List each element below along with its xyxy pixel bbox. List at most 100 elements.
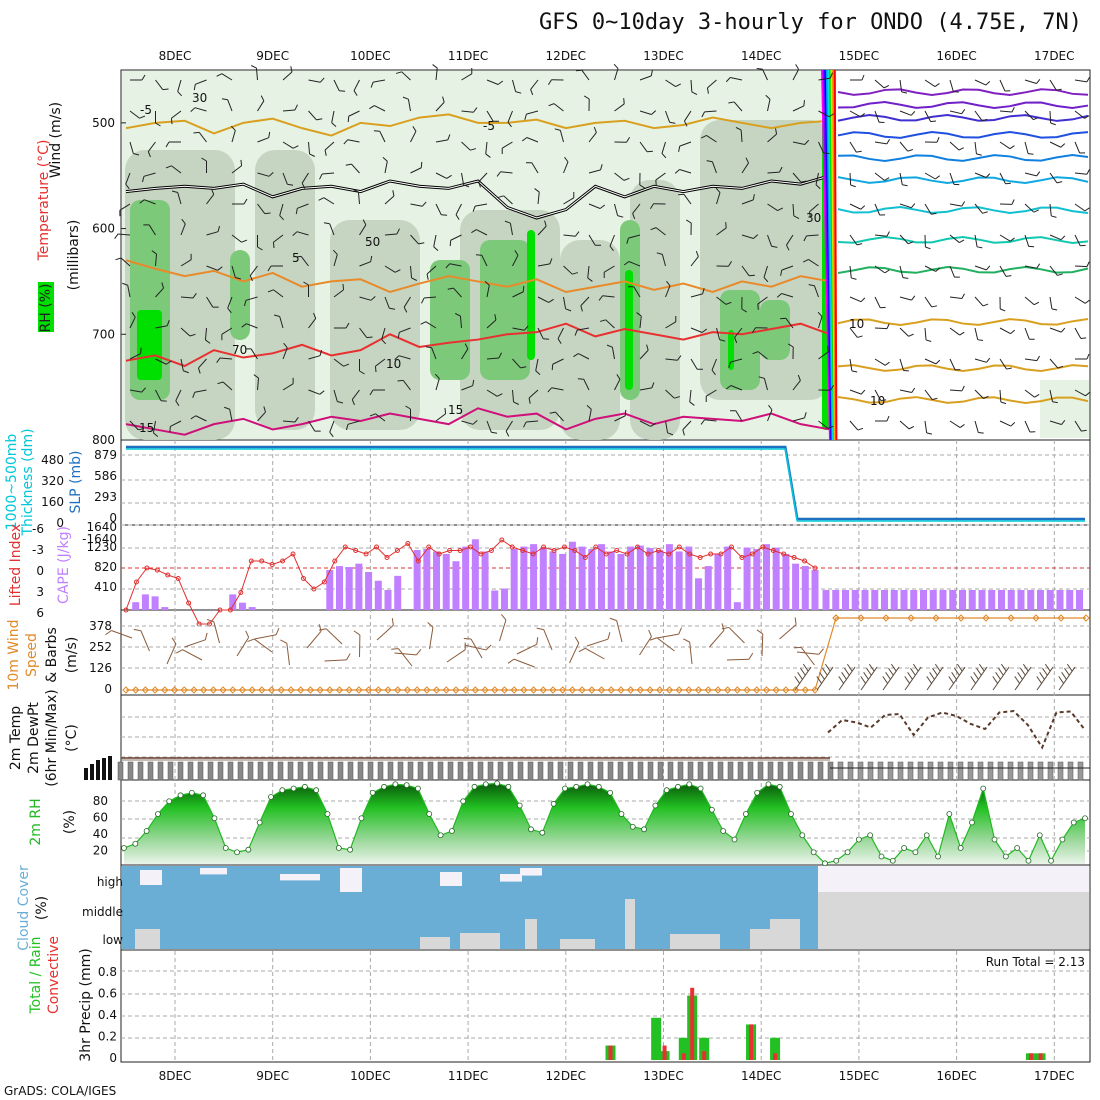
wind-speed-marker [733,686,742,694]
li-marker [509,544,515,550]
surface-wind-barb [756,629,764,657]
surface-wind-barb [586,632,611,647]
upper-wind-barb [486,352,502,360]
upper-wind-barb-right [999,296,1006,312]
upper-wind-barb [767,128,778,143]
upper-wind-barb [151,250,158,267]
wind-speed-marker [190,686,198,694]
rh2m-marker [991,836,998,843]
upper-wind-barb [576,69,590,81]
upper-wind-barb [125,172,131,190]
upper-wind-barb-right [1049,234,1066,241]
date-bottom-16DEC: 16DEC [936,1069,976,1083]
rh2m-marker [121,845,127,851]
upper-wind-barb-right [974,296,989,307]
cloud-low-bar-2 [460,933,500,949]
cape-bar [141,594,149,610]
surface-wind-barb [779,617,797,640]
rh-mid-blob-4 [560,240,620,440]
li-marker [436,551,442,557]
upper-wind-barb [534,188,540,205]
rh-high-blob-5 [720,290,760,390]
upper-wind-barb [547,387,564,393]
upper-wind-barb-right [949,201,966,207]
date-bottom-15DEC: 15DEC [839,1069,879,1083]
rh2m-marker [957,845,964,851]
ylabel-wind: Wind (m/s) [48,102,64,178]
t2m-minmax-bar [257,761,264,781]
cloud-high-gap-3 [340,868,362,892]
upper-wind-barb-right [949,385,965,392]
upper-wind-barb [461,172,470,188]
ylabel-10m-wind: 10m Wind [6,619,22,690]
rh2m-marker [403,782,410,788]
rh2m-marker [675,783,681,790]
wind-speed-marker [832,614,840,622]
rh2m-marker [889,857,896,864]
cape-bar [733,602,741,610]
surface-wind-barb [324,653,351,662]
upper-wind-barb [180,327,196,337]
date-top-17DEC: 17DEC [1034,49,1074,63]
wind-speed-marker [296,686,305,694]
cape-bar [598,544,606,610]
li-marker [614,548,620,553]
upper-wind-barb [512,325,529,331]
surface-wind-barb-strong [838,663,856,691]
upper-wind-barb [129,347,142,360]
upper-wind-barb [201,157,207,173]
t2m-minmax-bar [427,761,434,781]
t2m-minmax-bar [617,761,624,781]
t2m-minmax-bar [307,761,314,781]
wind-speed-marker [403,686,412,694]
wind-speed-marker [801,686,810,694]
ytick-thickness-160: 160 [41,495,64,509]
ytick-precip-0.2: 0.2 [98,1030,117,1044]
li-marker [300,576,306,581]
t2m-minmax-bar [277,761,284,781]
rh2m-marker [946,811,953,817]
upper-wind-barb [706,160,717,174]
wind-speed-marker [219,686,227,694]
upper-wind-barb [711,358,717,376]
surface-wind-barb-strong [926,663,944,691]
date-bottom-12DEC: 12DEC [546,1069,586,1083]
upper-wind-barb [241,323,258,329]
t2m-minmax-bar [167,761,174,781]
surface-wind-barb [306,624,322,649]
upper-wind-barb [333,79,346,92]
t2m-minmax-bar [187,761,194,781]
upper-wind-barb [129,110,146,119]
cloud-lowmid-right [818,892,1089,949]
wind-speed-marker [723,686,732,694]
right-isotherm-5 [837,176,1089,185]
t2m-minmax-bar [607,761,614,781]
upper-wind-barb [535,358,541,376]
li-marker [133,579,139,585]
wind-speed-marker [857,614,865,622]
wind-speed-marker [510,686,518,694]
ytick-slp-293: 293 [94,490,117,504]
right-isotherm-10 [837,364,1089,373]
cape-bar [636,545,644,610]
upper-wind-barb [243,296,258,307]
upper-wind-barb [432,64,438,81]
upper-wind-barb [155,79,169,91]
upper-wind-barb [786,234,794,251]
upper-wind-barb-right [999,79,1011,92]
upper-wind-barb [282,342,288,360]
wind-speed-marker [335,686,344,694]
cape-bar [656,550,664,610]
surface-wind-barb [206,618,220,644]
upper-wind-barb [792,172,807,183]
rh2m-marker [234,849,240,856]
t2m-minmax-bar [687,761,694,781]
upper-wind-barb [115,257,131,267]
upper-wind-barb [563,296,572,312]
wind-speed-marker [306,686,315,694]
upper-wind-barb-right [874,358,890,366]
upper-wind-barb-right [999,199,1015,205]
upper-wind-barb-right [924,420,933,435]
li-marker [311,586,317,592]
cape-bar [481,551,489,610]
